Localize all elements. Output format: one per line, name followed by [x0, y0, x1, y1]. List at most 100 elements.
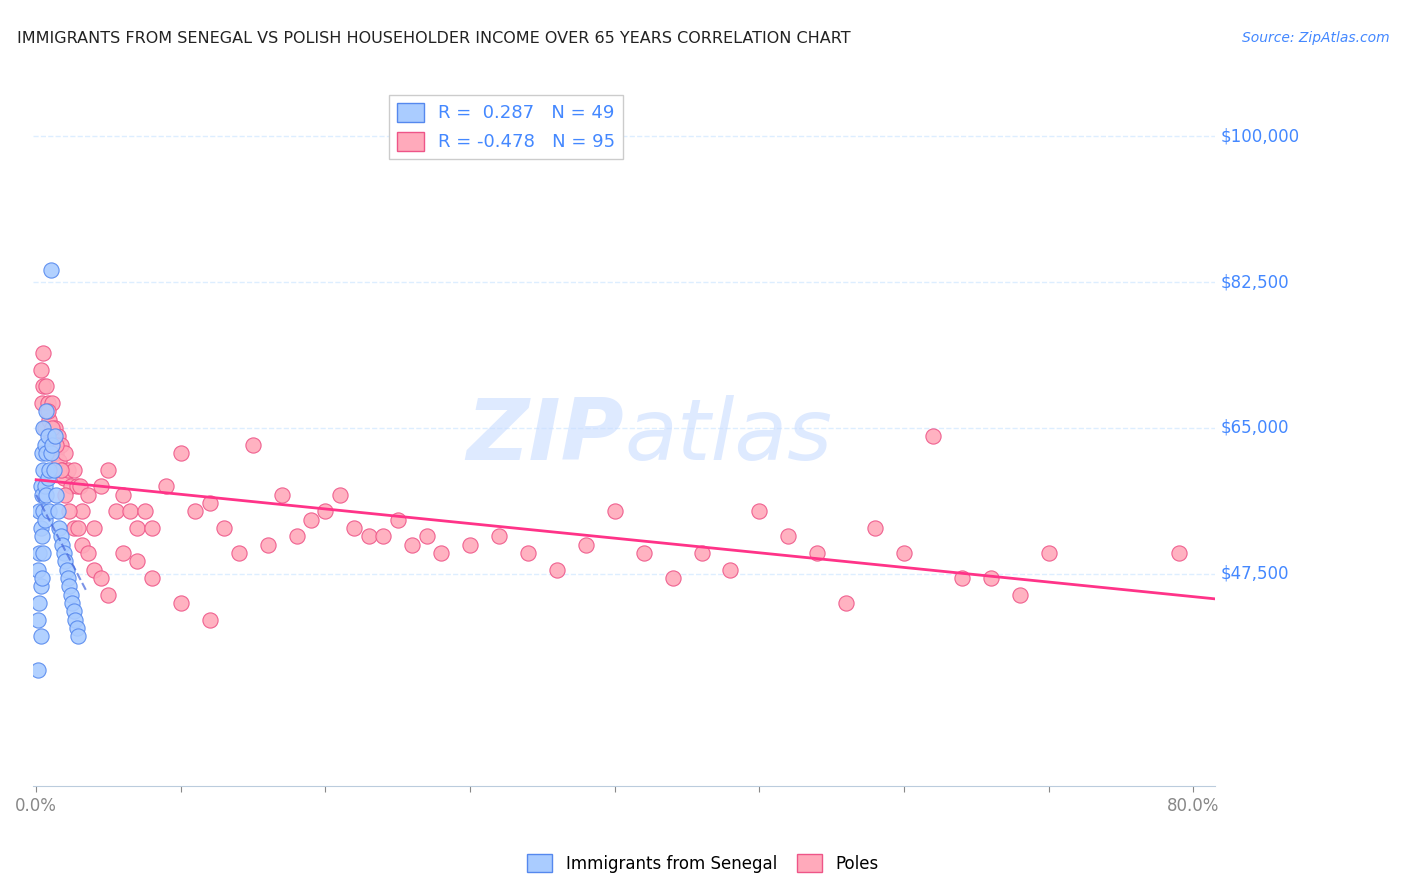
- Point: [45, 446, 67, 460]
- Point: [863, 521, 886, 535]
- Point: [170, 596, 193, 610]
- Point: [34, 512, 56, 526]
- Point: [285, 529, 308, 543]
- Point: [922, 429, 945, 443]
- Point: [35, 404, 58, 418]
- Point: [32, 421, 55, 435]
- Point: [661, 571, 683, 585]
- Point: [546, 563, 568, 577]
- Point: [141, 521, 163, 535]
- Point: [27, 663, 49, 677]
- Point: [34, 479, 56, 493]
- Point: [41, 421, 63, 435]
- Point: [44, 421, 66, 435]
- Point: [170, 446, 193, 460]
- Point: [34, 421, 56, 435]
- Point: [34, 437, 56, 451]
- Point: [37, 396, 59, 410]
- Point: [77, 546, 100, 560]
- Point: [1038, 546, 1060, 560]
- Point: [28, 504, 51, 518]
- Point: [31, 396, 53, 410]
- Text: $82,500: $82,500: [1220, 273, 1289, 291]
- Point: [53, 554, 76, 568]
- Point: [49, 437, 72, 451]
- Text: Source: ZipAtlas.com: Source: ZipAtlas.com: [1241, 31, 1389, 45]
- Point: [256, 537, 278, 551]
- Point: [52, 471, 75, 485]
- Point: [198, 613, 221, 627]
- Point: [343, 521, 366, 535]
- Point: [271, 487, 294, 501]
- Point: [42, 462, 65, 476]
- Point: [950, 571, 973, 585]
- Point: [111, 487, 134, 501]
- Point: [90, 571, 112, 585]
- Point: [329, 487, 352, 501]
- Point: [27, 613, 49, 627]
- Point: [37, 471, 59, 485]
- Point: [517, 546, 540, 560]
- Point: [55, 563, 77, 577]
- Point: [77, 487, 100, 501]
- Point: [415, 529, 437, 543]
- Point: [59, 479, 82, 493]
- Point: [228, 546, 250, 560]
- Point: [45, 437, 67, 451]
- Point: [62, 521, 84, 535]
- Point: [835, 596, 858, 610]
- Point: [104, 504, 127, 518]
- Point: [44, 429, 66, 443]
- Legend: Immigrants from Senegal, Poles: Immigrants from Senegal, Poles: [520, 847, 886, 880]
- Text: $100,000: $100,000: [1220, 128, 1301, 145]
- Point: [32, 346, 55, 360]
- Point: [35, 446, 58, 460]
- Point: [893, 546, 915, 560]
- Point: [62, 604, 84, 618]
- Point: [31, 571, 53, 585]
- Point: [83, 563, 105, 577]
- Point: [30, 362, 52, 376]
- Point: [56, 462, 79, 476]
- Point: [56, 571, 79, 585]
- Point: [32, 379, 55, 393]
- Point: [575, 537, 598, 551]
- Point: [38, 462, 60, 476]
- Point: [401, 537, 423, 551]
- Point: [66, 621, 89, 635]
- Point: [53, 487, 76, 501]
- Point: [27, 563, 49, 577]
- Point: [806, 546, 828, 560]
- Point: [39, 446, 62, 460]
- Point: [42, 437, 65, 451]
- Point: [37, 404, 59, 418]
- Point: [32, 462, 55, 476]
- Point: [242, 437, 264, 451]
- Point: [633, 546, 655, 560]
- Point: [31, 446, 53, 460]
- Point: [51, 462, 73, 476]
- Point: [97, 462, 120, 476]
- Point: [83, 521, 105, 535]
- Point: [30, 579, 52, 593]
- Point: [120, 504, 142, 518]
- Point: [35, 379, 58, 393]
- Point: [35, 487, 58, 501]
- Text: atlas: atlas: [624, 395, 832, 478]
- Point: [314, 504, 336, 518]
- Point: [141, 571, 163, 585]
- Point: [49, 529, 72, 543]
- Point: [458, 537, 481, 551]
- Point: [603, 504, 626, 518]
- Point: [67, 521, 90, 535]
- Point: [127, 521, 149, 535]
- Text: ZIP: ZIP: [467, 395, 624, 478]
- Point: [32, 504, 55, 518]
- Point: [41, 437, 63, 451]
- Point: [488, 529, 510, 543]
- Point: [45, 487, 67, 501]
- Point: [778, 529, 800, 543]
- Point: [48, 454, 70, 468]
- Point: [46, 429, 69, 443]
- Point: [38, 504, 60, 518]
